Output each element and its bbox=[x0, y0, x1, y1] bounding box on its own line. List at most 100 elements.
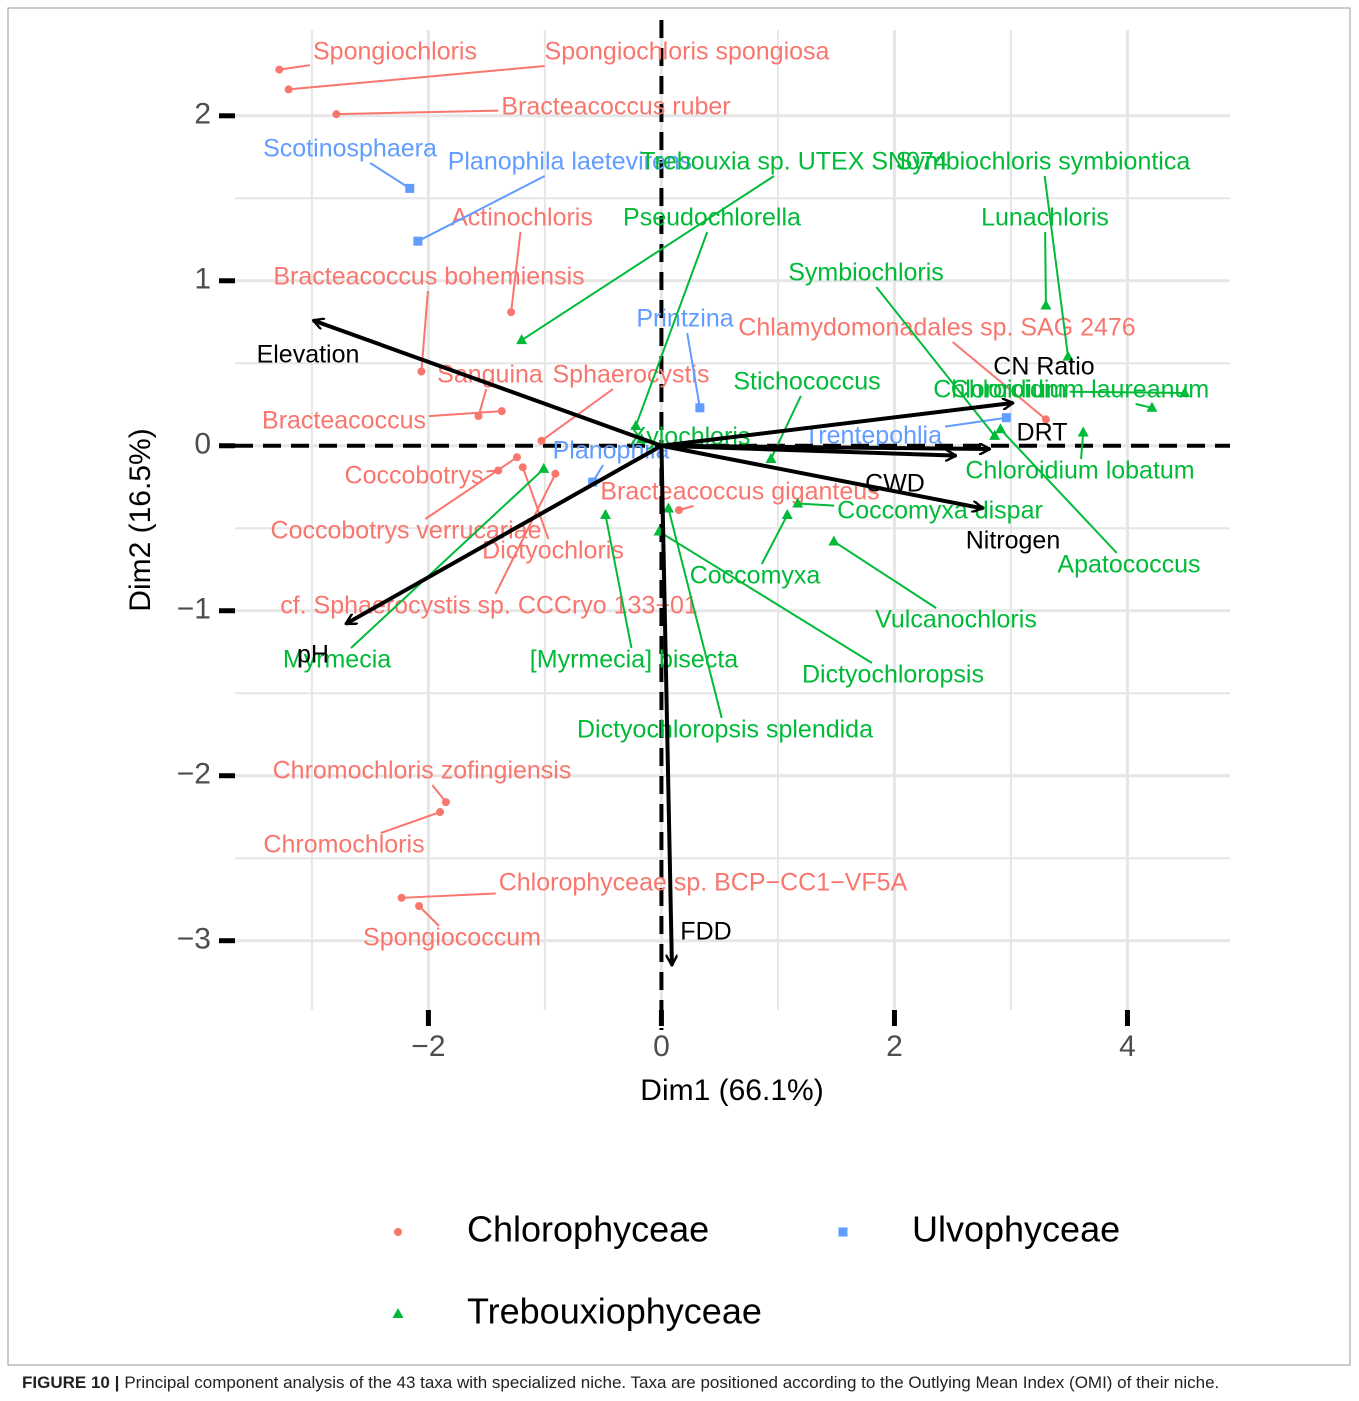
leader-line bbox=[952, 341, 1047, 421]
leader-line bbox=[417, 175, 546, 243]
taxon-label: Pseudochlorella bbox=[623, 204, 801, 232]
taxon-label: Chromochloris zofingiensis bbox=[273, 757, 572, 785]
legend-symbol bbox=[394, 1228, 402, 1236]
leader-line bbox=[944, 416, 1007, 428]
taxon-point bbox=[765, 452, 777, 463]
y-tick-label: 2 bbox=[194, 98, 211, 131]
taxon-label: Bracteacoccus bbox=[262, 407, 426, 435]
taxon-point bbox=[600, 509, 612, 520]
leader-line bbox=[350, 468, 545, 649]
leader-line bbox=[797, 502, 835, 507]
taxon-label: Chloroidium lobatum bbox=[965, 457, 1194, 485]
variable-label: CN Ratio bbox=[993, 353, 1094, 381]
variable-label: Nitrogen bbox=[966, 527, 1061, 555]
taxon-point bbox=[1001, 413, 1011, 423]
leader-line bbox=[686, 332, 701, 408]
legend-symbol bbox=[392, 1308, 404, 1318]
taxon-label: Chromochloris bbox=[263, 831, 424, 859]
taxon-label: Chlorophyceae sp. BCP−CC1−VF5A bbox=[499, 869, 908, 897]
variable-arrow bbox=[661, 403, 1013, 448]
leader-line bbox=[667, 508, 723, 719]
variable-arrow bbox=[313, 320, 663, 448]
leader-line bbox=[336, 109, 499, 116]
leader-line bbox=[521, 466, 550, 540]
taxon-label: Myrmecia bbox=[283, 646, 391, 674]
variable-arrow bbox=[661, 443, 983, 509]
taxon-label: Stichococcus bbox=[733, 368, 880, 396]
leader-line bbox=[760, 514, 789, 565]
variable-arrow bbox=[659, 445, 671, 966]
taxon-point bbox=[1146, 401, 1158, 412]
taxon-point bbox=[415, 902, 424, 911]
leader-line bbox=[875, 286, 996, 437]
leader-line bbox=[999, 428, 1118, 554]
taxon-label: Coccobotrys bbox=[345, 462, 484, 490]
taxon-point bbox=[695, 403, 705, 413]
taxon-label: Spongiochloris spongiosa bbox=[545, 38, 830, 66]
taxon-point bbox=[674, 506, 683, 515]
taxon-point bbox=[275, 65, 284, 74]
leader-line bbox=[1080, 432, 1085, 460]
taxon-label: Apatococcus bbox=[1057, 551, 1200, 579]
taxon-label: Chloroidium laureanum bbox=[951, 376, 1209, 404]
taxon-point bbox=[1062, 350, 1074, 361]
taxon-label: Chlamydomonadales sp. SAG 2476 bbox=[738, 314, 1135, 342]
taxon-label: Planophila laetevirens bbox=[448, 148, 693, 176]
taxon-point bbox=[507, 308, 516, 317]
variable-label: Elevation bbox=[257, 341, 360, 369]
taxon-point bbox=[512, 453, 521, 462]
y-tick-label: −2 bbox=[177, 758, 211, 791]
taxon-point bbox=[537, 436, 546, 445]
taxon-label: Lunachloris bbox=[981, 204, 1109, 232]
taxon-label: Dictyochloris bbox=[482, 537, 624, 565]
legend-label: Ulvophyceae bbox=[912, 1209, 1120, 1250]
taxon-label: Chloroidium bbox=[933, 376, 1066, 404]
taxon-label: Printzina bbox=[636, 305, 733, 333]
x-axis-title: Dim1 (66.1%) bbox=[640, 1074, 823, 1107]
taxon-label: Vulcanochloris bbox=[875, 606, 1037, 634]
leader-line bbox=[401, 892, 496, 899]
taxon-point bbox=[1179, 386, 1191, 397]
taxon-label: Trebouxia sp. UTEX SN074 bbox=[640, 148, 948, 176]
taxon-label: Bracteacoccus ruber bbox=[501, 93, 730, 121]
taxon-point bbox=[518, 463, 527, 472]
taxon-point bbox=[516, 334, 528, 345]
taxon-point bbox=[662, 502, 674, 513]
leader-line bbox=[288, 65, 545, 91]
taxon-label: cf. Sphaerocystis sp. CCCryo 133−01 bbox=[280, 592, 698, 620]
taxon-label: Sphaerocystis bbox=[552, 361, 709, 389]
taxon-point bbox=[284, 85, 293, 94]
leader-line bbox=[521, 175, 775, 342]
taxon-label: Dictyochloropsis splendida bbox=[577, 716, 873, 744]
taxon-point bbox=[588, 477, 598, 487]
legend-label: Chlorophyceae bbox=[467, 1209, 709, 1250]
taxon-label: Bracteacoccus bohemiensis bbox=[273, 263, 584, 291]
taxon-point bbox=[828, 535, 840, 546]
taxon-label: Coccomyxa bbox=[690, 562, 821, 590]
taxon-point bbox=[1041, 415, 1050, 424]
taxon-point bbox=[474, 412, 483, 421]
leader-line bbox=[833, 540, 937, 609]
taxon-label: Spongiococcum bbox=[363, 924, 541, 952]
taxon-point bbox=[497, 407, 506, 416]
taxon-label: Symbiochloris bbox=[788, 259, 944, 287]
y-tick-label: 1 bbox=[194, 263, 211, 296]
y-axis-title: Dim2 (16.5%) bbox=[124, 428, 157, 611]
taxon-point bbox=[1077, 426, 1089, 437]
taxon-point bbox=[994, 423, 1006, 434]
leader-line bbox=[604, 514, 633, 649]
taxon-point bbox=[989, 429, 1001, 440]
variable-arrow bbox=[661, 443, 956, 456]
variable-label: FDD bbox=[680, 918, 731, 946]
leader-line bbox=[428, 410, 502, 418]
taxon-label: Scotinosphaera bbox=[263, 135, 437, 163]
x-tick-label: −2 bbox=[411, 1030, 445, 1063]
taxon-point bbox=[405, 183, 415, 193]
taxon-point bbox=[551, 469, 560, 478]
taxon-point bbox=[538, 462, 550, 473]
y-tick-label: 0 bbox=[194, 428, 211, 461]
leader-line bbox=[494, 473, 557, 595]
variable-label: pH bbox=[297, 641, 329, 669]
leader-line bbox=[369, 162, 411, 190]
leader-line bbox=[1043, 175, 1070, 357]
